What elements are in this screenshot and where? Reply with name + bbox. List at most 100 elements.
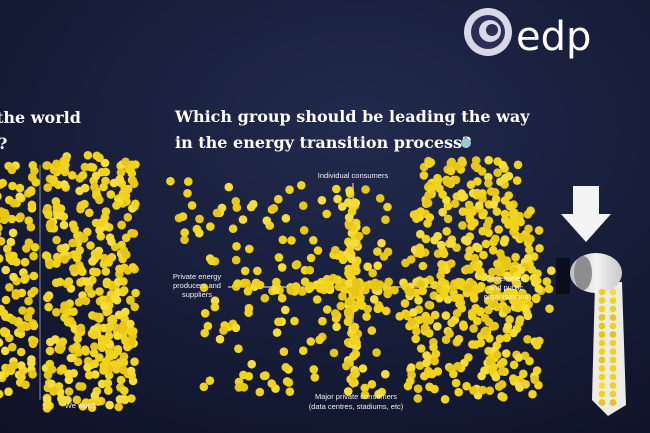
sticker-dot [58, 337, 68, 347]
sticker-dot [450, 199, 460, 208]
sticker-dot [360, 390, 370, 400]
sticker-dot [473, 284, 483, 294]
sticker-dot [609, 339, 617, 347]
sticker-dot [494, 382, 504, 391]
sticker-dot [351, 288, 360, 297]
sticker-dot [274, 253, 284, 262]
sticker-dot [95, 353, 104, 362]
sticker-dot [310, 373, 320, 382]
sticker-tape [592, 282, 626, 416]
sticker-dot [272, 328, 282, 337]
sticker-dot [426, 184, 436, 194]
sticker-dot [131, 288, 140, 298]
sticker-dot [356, 299, 365, 309]
sticker-dot [501, 349, 511, 358]
sticker-dot [4, 387, 13, 397]
sticker-dot [437, 277, 447, 287]
sticker-dot [439, 249, 449, 259]
sticker-dot [83, 227, 92, 237]
sticker-dot [479, 250, 488, 260]
sticker-dot [478, 189, 487, 198]
sticker-dots [0, 151, 615, 413]
left-title: the world [0, 108, 81, 127]
sticker-dot [68, 238, 77, 248]
question-line: Which group should be leading the way [174, 107, 530, 126]
sticker-dot [60, 255, 69, 264]
sticker-dot [505, 201, 515, 211]
sticker-dot [457, 156, 467, 166]
sticker-dot [477, 167, 487, 176]
sticker-dot [306, 337, 316, 346]
sticker-dot [609, 305, 617, 313]
sticker-dot [440, 395, 450, 404]
sticker-dot [117, 220, 126, 230]
sticker-dot [512, 176, 522, 185]
sticker-dot [92, 312, 101, 322]
sticker-dot [104, 331, 114, 341]
sticker-dot [509, 360, 519, 370]
sticker-dot [103, 378, 113, 388]
sticker-dot [91, 171, 101, 181]
sticker-dot [287, 236, 296, 245]
sticker-dot [406, 255, 416, 264]
sticker-dot [433, 175, 443, 185]
sticker-dot [47, 379, 56, 389]
sticker-dot [528, 389, 537, 399]
sticker-dot [80, 199, 89, 209]
sticker-dot [381, 369, 390, 379]
axis-label: Individual consumers [318, 171, 389, 180]
sticker-dot [306, 283, 316, 292]
sticker-dot [281, 214, 291, 223]
sticker-dot [412, 327, 421, 336]
sticker-dot [598, 382, 606, 389]
sticker-dot [442, 227, 452, 236]
sticker-dot [429, 342, 438, 352]
sticker-dot [509, 296, 518, 305]
sticker-dot [352, 278, 361, 288]
sticker-dot [224, 182, 234, 192]
sticker-dot [29, 286, 39, 296]
sticker-dot [493, 259, 502, 269]
sticker-dot [509, 328, 518, 338]
sticker-dot [464, 208, 474, 218]
sticker-dot [0, 192, 2, 200]
sticker-dot [112, 295, 122, 305]
sticker-dot [0, 338, 4, 347]
sticker-dot [72, 395, 82, 405]
sticker-dot [101, 176, 110, 186]
sticker-dot [112, 201, 121, 210]
sticker-dot [119, 286, 129, 295]
sticker-dot [21, 380, 30, 390]
sticker-dot [8, 342, 17, 352]
sticker-dot [51, 278, 61, 288]
sticker-dot [105, 322, 115, 331]
sticker-dot [27, 355, 36, 364]
sticker-dot [469, 294, 479, 303]
sticker-dot [306, 253, 316, 263]
sticker-dot [446, 166, 456, 176]
sticker-dot [18, 306, 27, 315]
sticker-dot [500, 196, 510, 205]
sticker-dot [458, 221, 467, 230]
sticker-dot [598, 373, 606, 381]
sticker-dot [344, 213, 354, 222]
sticker-dot [498, 160, 508, 170]
logo-text: edp [516, 14, 591, 60]
sticker-dot [80, 162, 90, 172]
sticker-dot [49, 387, 58, 396]
sticker-dot [609, 348, 617, 355]
sticker-dot [56, 204, 66, 213]
sticker-dot [83, 151, 93, 160]
sticker-dot [503, 322, 513, 331]
sticker-dot [372, 348, 381, 357]
sticker-dot [285, 387, 295, 397]
sticker-dot [517, 290, 527, 300]
sticker-dot [43, 161, 52, 170]
sticker-dot [28, 370, 37, 379]
sticker-dot [535, 244, 544, 253]
sticker-dot [43, 183, 52, 192]
sticker-dot [46, 219, 55, 228]
sticker-dot [363, 262, 373, 272]
sticker-dot [52, 235, 61, 245]
